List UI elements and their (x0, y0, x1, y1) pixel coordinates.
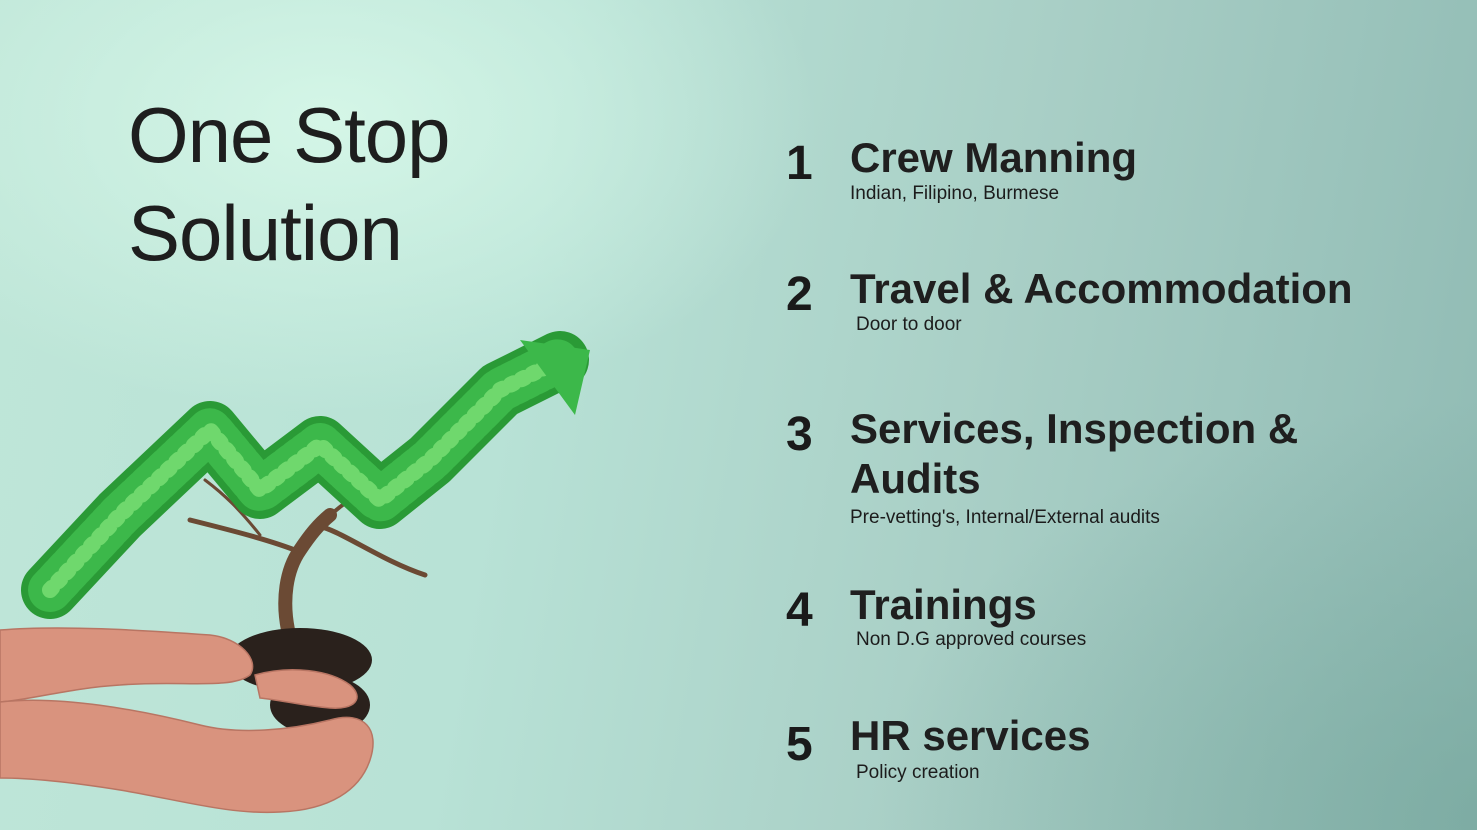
hands (0, 627, 374, 814)
item-number: 4 (786, 584, 813, 637)
item-detail: Policy creation (856, 762, 980, 783)
leaf-arrow (21, 331, 590, 619)
item-heading: Travel & Accommodation (850, 265, 1353, 312)
item-heading: Crew Manning (850, 134, 1138, 181)
title-line-2: Solution (128, 189, 403, 277)
item-number: 1 (786, 137, 813, 190)
item-detail: Indian, Filipino, Burmese (850, 183, 1060, 204)
item-detail: Door to door (856, 314, 962, 335)
growth-plant-in-hands-icon (0, 331, 590, 814)
item-heading: Trainings (850, 581, 1037, 628)
page-title: One Stop Solution (128, 86, 451, 282)
item-heading: Services, Inspection & Audits (850, 405, 1299, 502)
item-detail: Non D.G approved courses (856, 629, 1087, 650)
title-line-1: One Stop (128, 91, 451, 179)
item-number: 3 (786, 408, 813, 461)
tree-trunk (187, 478, 428, 637)
item-detail: Pre-vetting's, Internal/External audits (850, 507, 1160, 528)
item-heading: HR services (850, 712, 1091, 759)
item-number: 5 (786, 718, 813, 771)
item-number: 2 (786, 268, 813, 321)
